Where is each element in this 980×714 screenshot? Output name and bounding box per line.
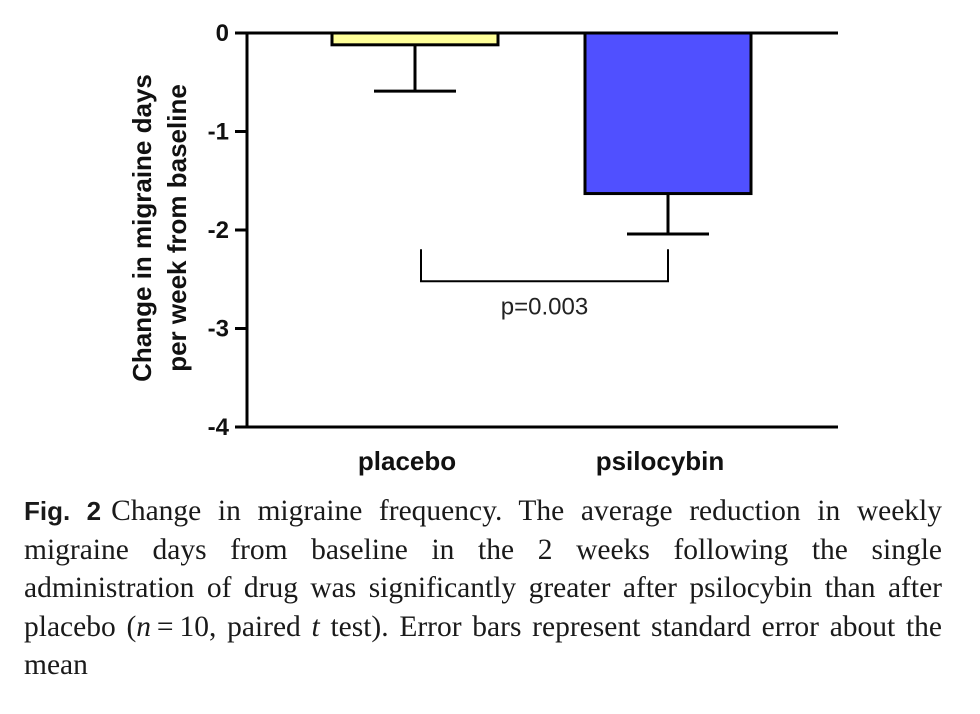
caption-text-2: test). Error bars represent standard err…	[24, 610, 942, 682]
caption-n-symbol: n	[136, 610, 152, 643]
caption-t-symbol: t	[311, 610, 320, 643]
bar-chart: Change in migraine days per week from ba…	[127, 20, 838, 476]
y-axis-label-line2: per week from baseline	[162, 84, 192, 372]
x-tick-label-placebo: placebo	[358, 446, 456, 476]
significance-bracket	[420, 249, 669, 283]
y-tick-label: -4	[208, 414, 230, 441]
plot-area: 0 -1 -2 -3 -4 placebo psilocybin p=0.003	[208, 20, 838, 476]
figure-caption: Fig. 2 Change in migraine frequency. The …	[24, 492, 942, 685]
bar-placebo	[330, 31, 500, 47]
p-value-annotation: p=0.003	[501, 293, 588, 320]
y-axis-label: Change in migraine days per week from ba…	[127, 74, 192, 382]
y-tick-label: -1	[208, 119, 229, 146]
bar-psilocybin	[583, 31, 753, 196]
x-tick-label-psilocybin: psilocybin	[596, 446, 725, 476]
figure-label: Fig. 2	[24, 496, 102, 526]
y-tick-label: -2	[208, 217, 229, 244]
y-tick-label: 0	[216, 20, 229, 47]
caption-n-value: = 10, paired	[151, 610, 312, 643]
y-tick-label: -3	[208, 316, 229, 343]
y-axis-label-line1: Change in migraine days	[127, 74, 157, 382]
caption-text-1: Change in migraine frequency. The averag…	[24, 495, 943, 643]
